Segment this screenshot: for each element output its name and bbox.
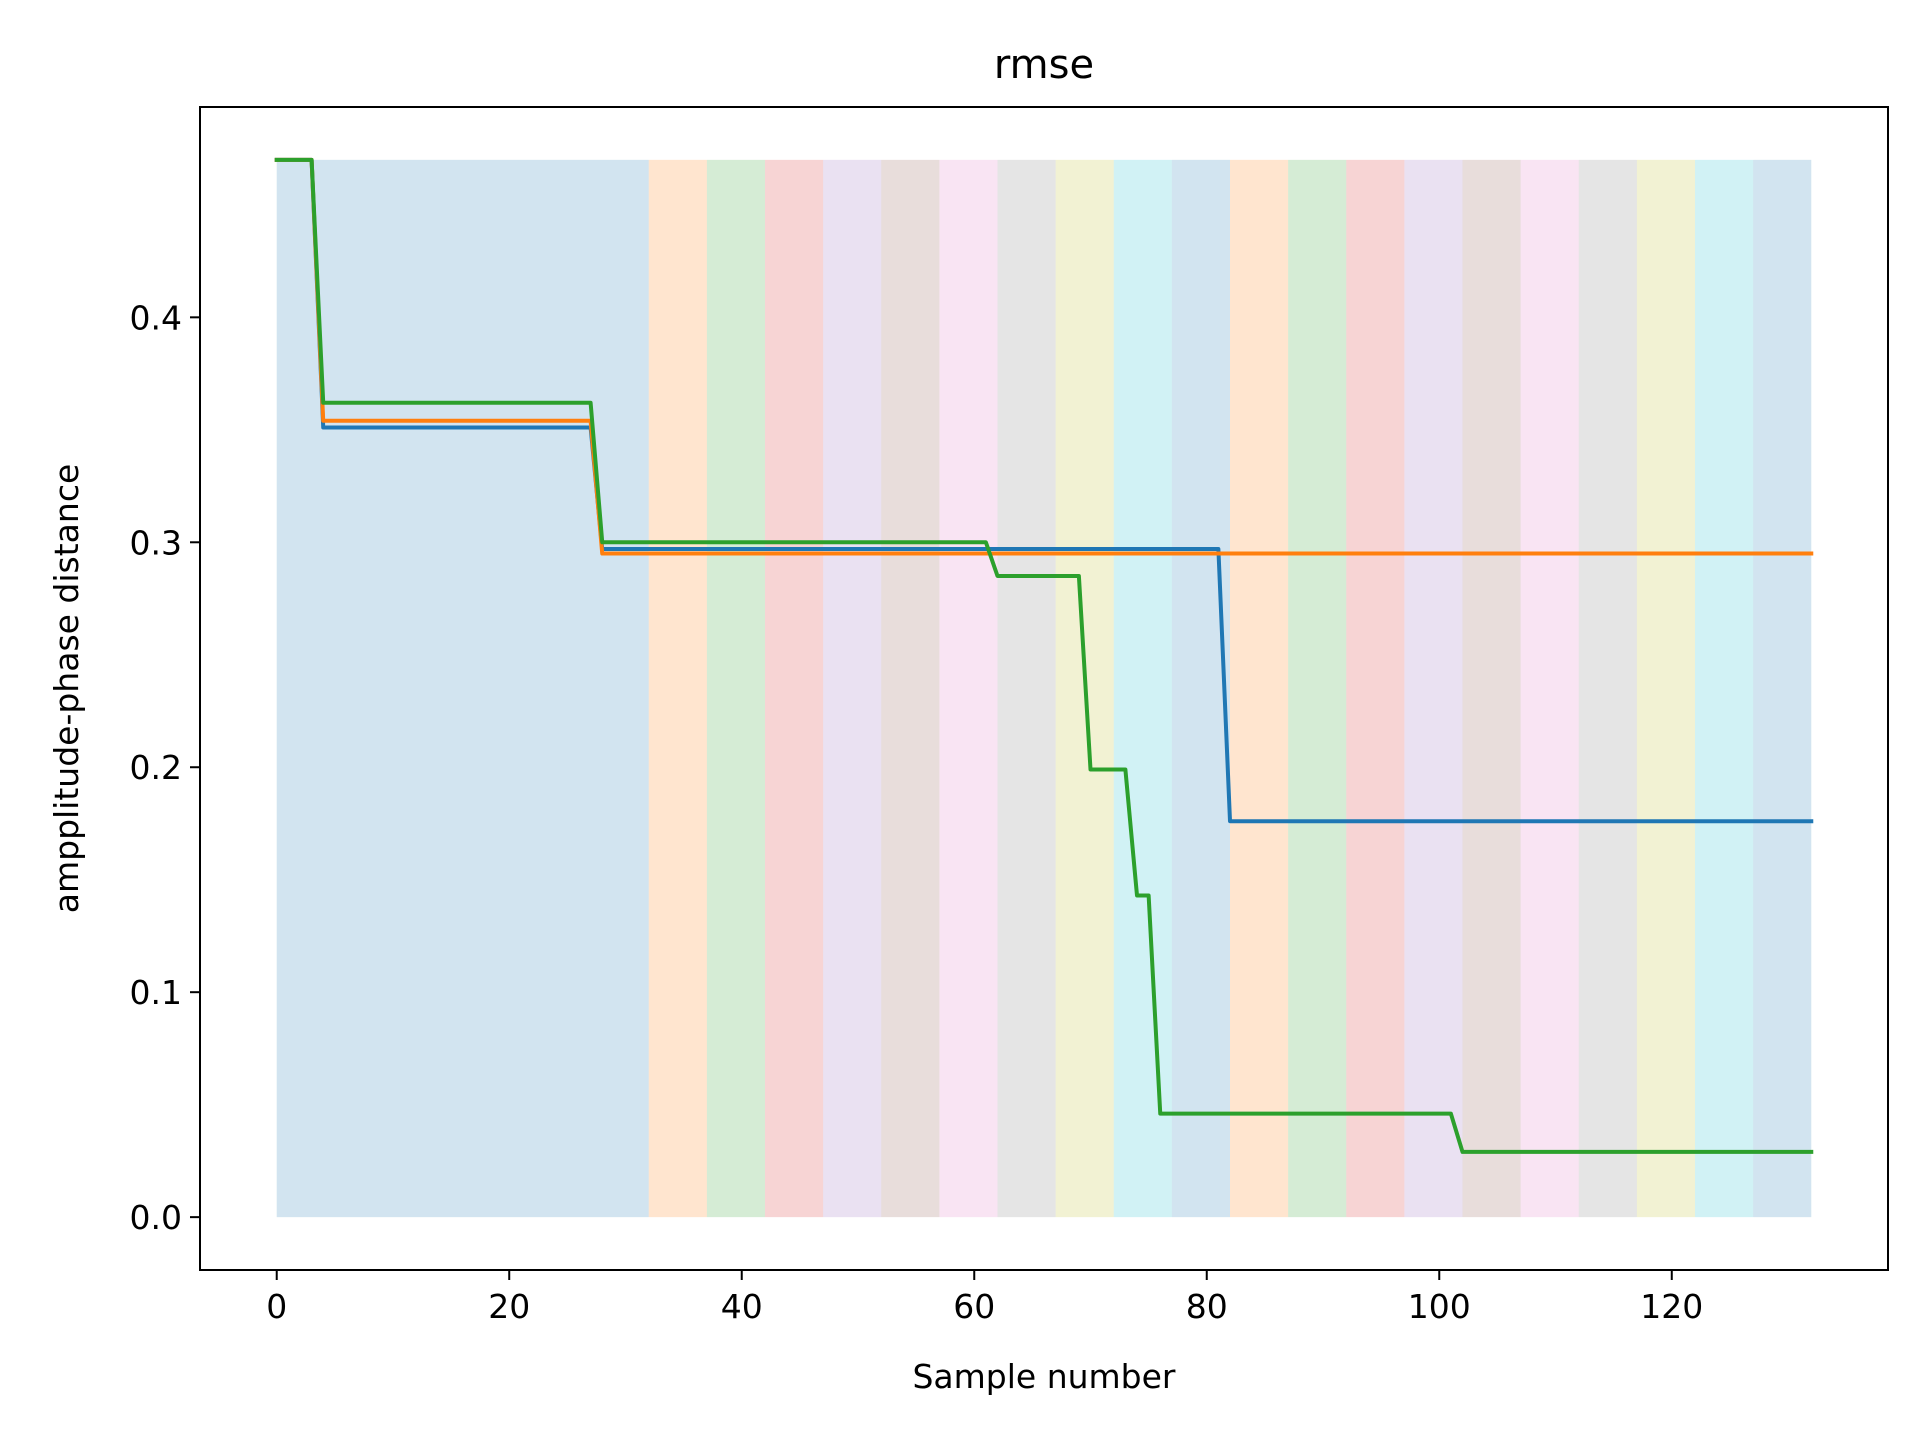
x-tick-label-2: 40 — [721, 1287, 763, 1326]
series-line-2 — [274, 157, 1814, 1154]
background-band-12 — [1288, 159, 1347, 1218]
y-tick-label-0: 0.0 — [130, 1198, 182, 1237]
background-band-5 — [881, 159, 940, 1218]
x-axis-label: Sample number — [912, 1357, 1175, 1396]
background-band-19 — [1695, 159, 1754, 1218]
x-tick-label-1: 20 — [488, 1287, 530, 1326]
background-band-15 — [1462, 159, 1521, 1218]
series-lines — [274, 157, 1814, 1154]
y-tick-label-3: 0.3 — [130, 523, 182, 562]
x-tick-label-0: 0 — [266, 1287, 287, 1326]
y-axis-ticks: 0.0 0.1 0.2 0.3 0.4 — [130, 298, 200, 1237]
background-band-9 — [1113, 159, 1172, 1218]
x-tick-label-3: 60 — [953, 1287, 995, 1326]
background-band-1 — [648, 159, 707, 1218]
background-bands — [276, 159, 1812, 1218]
chart-title: rmse — [994, 42, 1094, 88]
x-tick-label-5: 100 — [1408, 1287, 1471, 1326]
background-band-18 — [1636, 159, 1696, 1218]
background-band-3 — [764, 159, 824, 1218]
y-axis-label: ampplitude-phase distance — [47, 464, 86, 914]
background-band-0 — [276, 159, 649, 1218]
y-tick-label-1: 0.1 — [130, 973, 182, 1012]
x-tick-label-4: 80 — [1186, 1287, 1228, 1326]
background-band-2 — [706, 159, 765, 1218]
x-tick-label-6: 120 — [1640, 1287, 1703, 1326]
background-band-7 — [997, 159, 1056, 1218]
plot-frame — [199, 106, 1889, 1271]
background-band-13 — [1346, 159, 1405, 1218]
background-band-17 — [1578, 159, 1637, 1218]
background-band-11 — [1230, 159, 1289, 1218]
background-band-10 — [1171, 159, 1231, 1218]
background-band-16 — [1520, 159, 1579, 1218]
y-tick-label-4: 0.4 — [130, 298, 182, 337]
background-band-6 — [939, 159, 998, 1218]
background-band-14 — [1404, 159, 1463, 1218]
background-band-4 — [823, 159, 882, 1218]
y-tick-label-2: 0.2 — [130, 748, 182, 787]
x-axis-ticks: 0 20 40 60 80 100 120 — [266, 1270, 1703, 1326]
background-band-20 — [1753, 159, 1812, 1218]
